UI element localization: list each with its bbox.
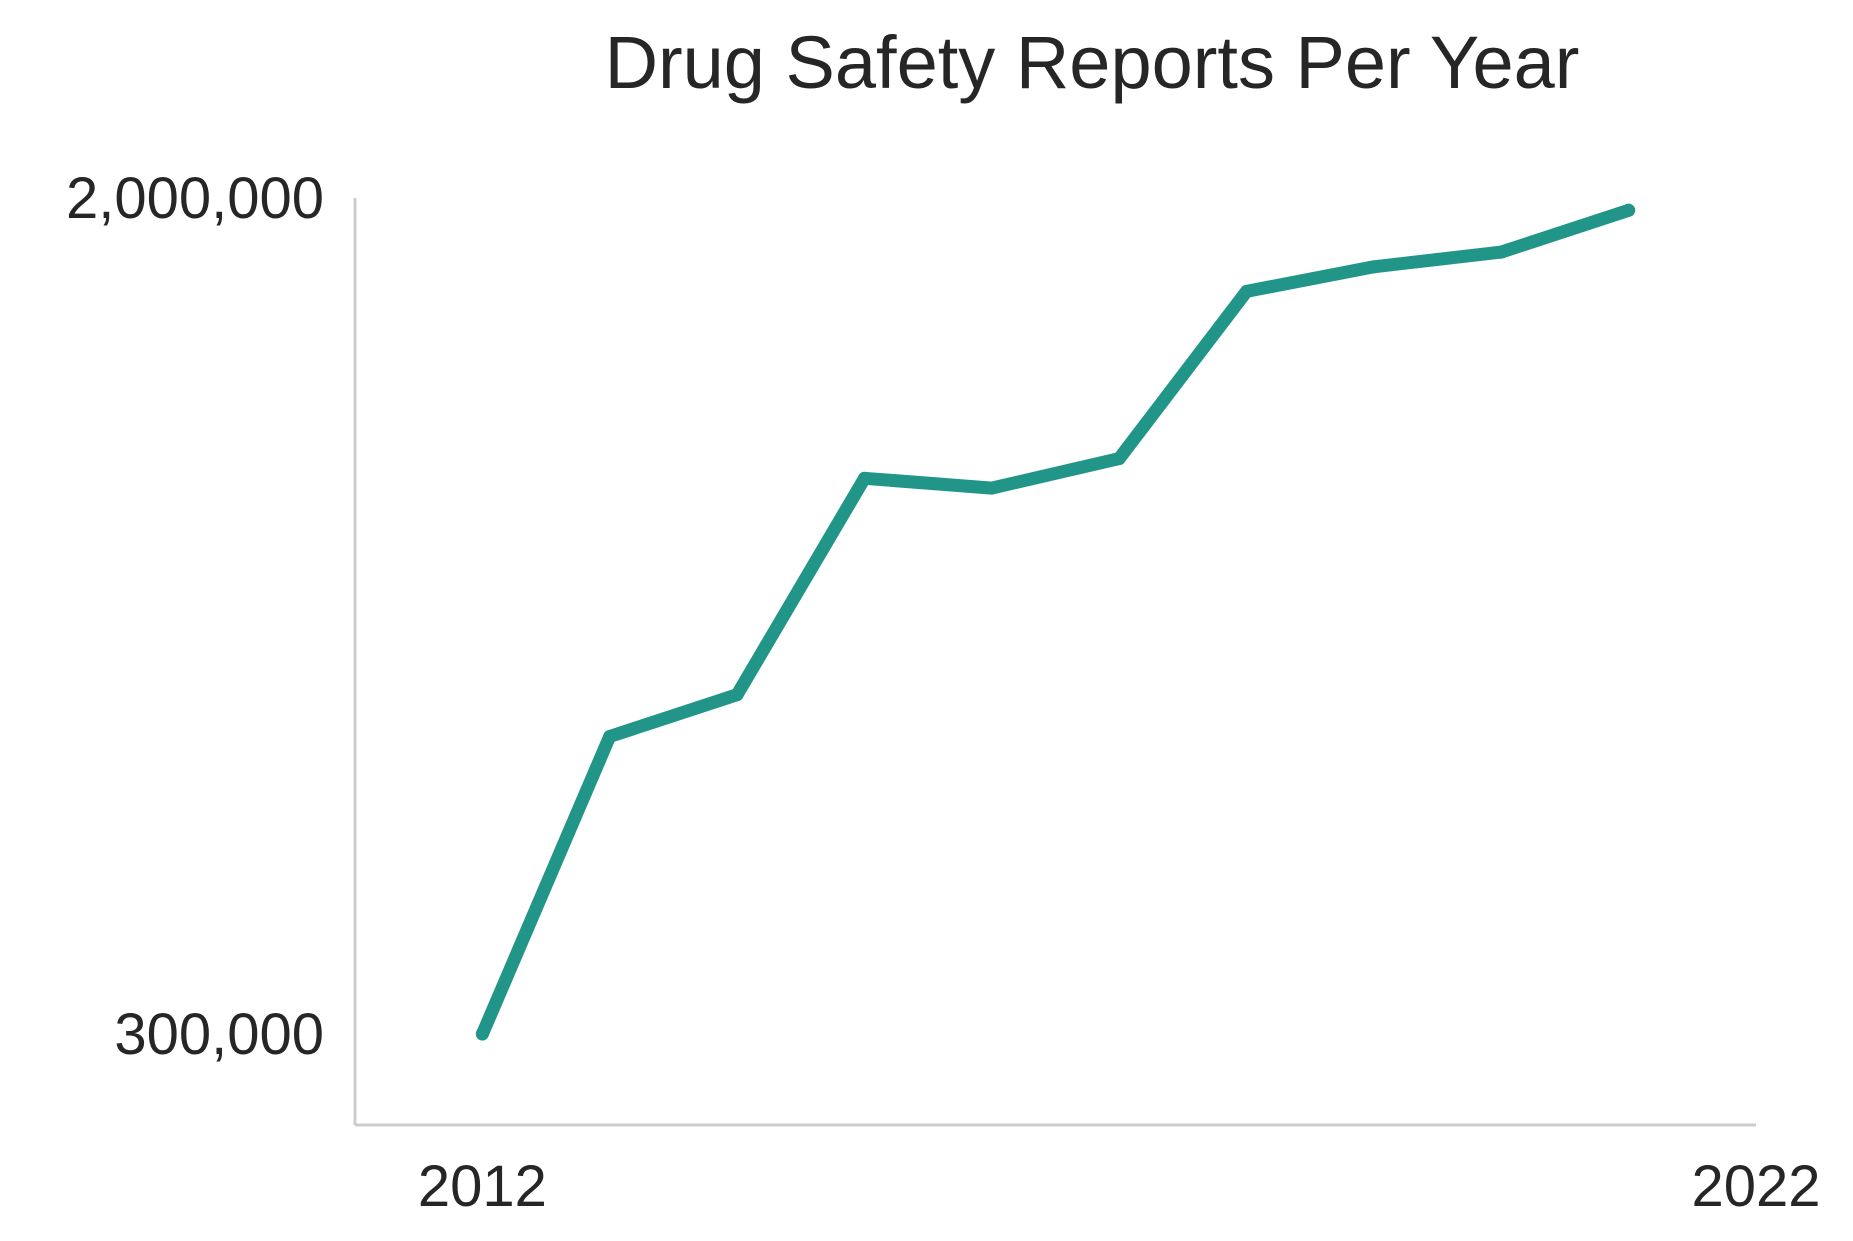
x-tick-label: 2012 <box>418 1154 547 1219</box>
data-point <box>475 1027 489 1041</box>
data-point <box>1112 452 1126 466</box>
y-tick-labels: 300,000 2,000,000 <box>66 166 324 1067</box>
data-point <box>1494 245 1508 259</box>
data-point <box>603 729 617 743</box>
data-point <box>1367 260 1381 274</box>
chart-title: Drug Safety Reports Per Year <box>605 21 1580 104</box>
series-line <box>475 203 1636 1041</box>
data-point <box>1240 284 1254 298</box>
data-point <box>1622 203 1636 217</box>
data-point <box>857 471 871 485</box>
data-point <box>730 688 744 702</box>
y-tick-label: 2,000,000 <box>66 166 324 231</box>
x-tick-labels: 2012 2022 <box>418 1154 1821 1219</box>
data-point <box>985 481 999 495</box>
series-layer <box>475 203 1636 1041</box>
x-tick-label: 2022 <box>1691 1154 1820 1219</box>
y-tick-label: 300,000 <box>114 1002 324 1067</box>
